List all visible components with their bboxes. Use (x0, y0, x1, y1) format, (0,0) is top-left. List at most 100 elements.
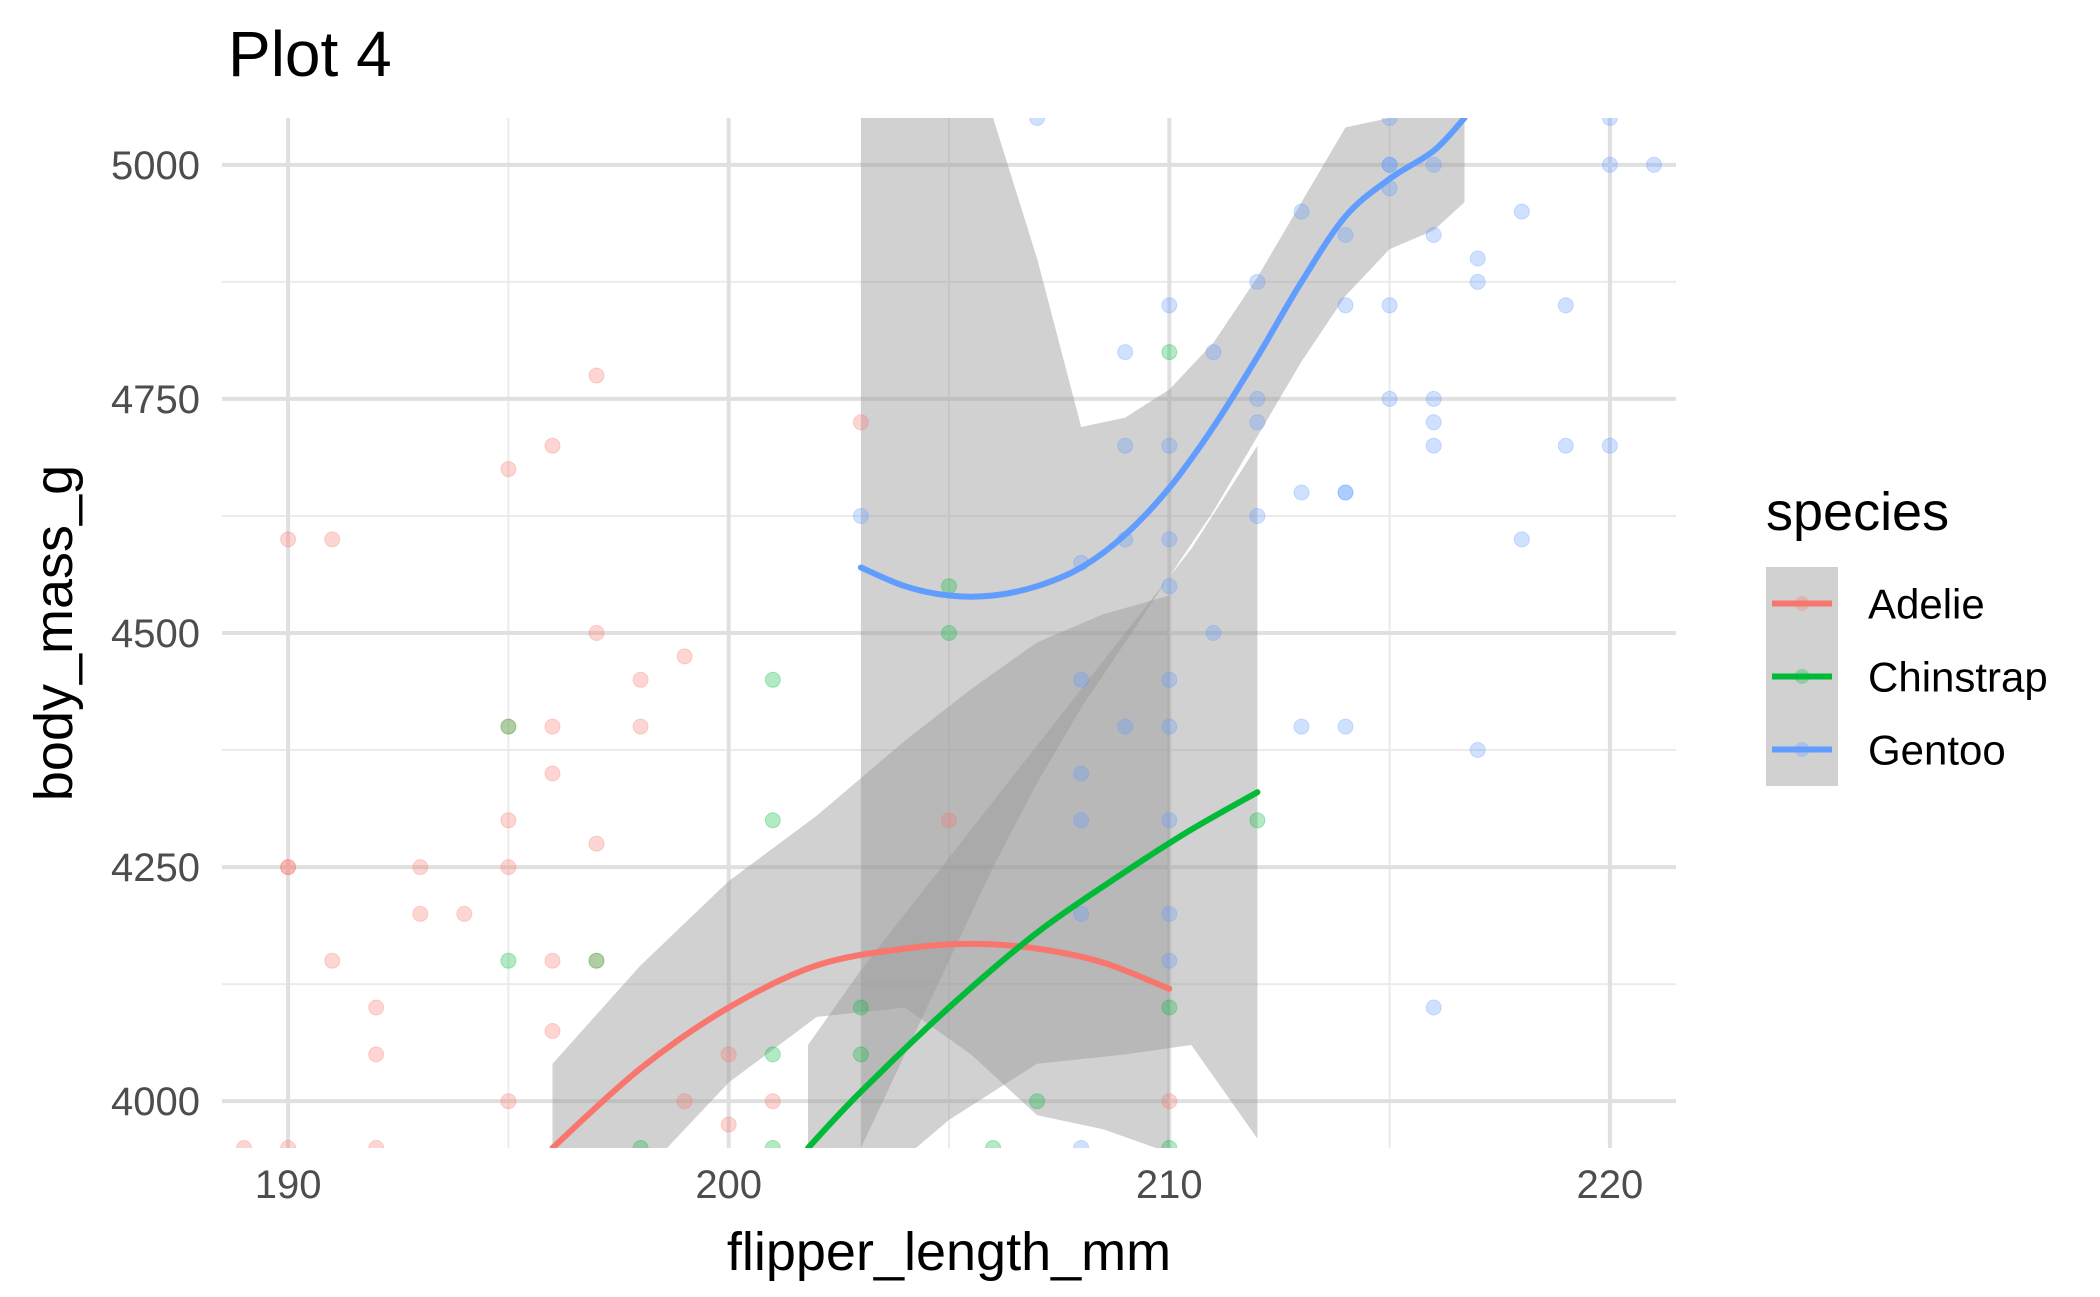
legend-title: species (1766, 482, 1949, 542)
point-adelie (1161, 1093, 1178, 1110)
point-gentoo (1381, 118, 1398, 126)
point-gentoo (1337, 227, 1354, 243)
point-gentoo (1161, 531, 1178, 548)
x-axis-title: flipper_length_mm (727, 1222, 1171, 1282)
point-adelie (676, 1093, 693, 1110)
point-chinstrap (941, 578, 957, 595)
point-chinstrap (1161, 344, 1178, 361)
point-adelie (280, 859, 297, 876)
smooth-line-gentoo (857, 118, 1468, 600)
legend-label-chinstrap: Chinstrap (1868, 654, 2048, 701)
point-gentoo (1337, 297, 1354, 314)
point-gentoo (1557, 437, 1574, 454)
point-adelie (412, 859, 429, 876)
point-gentoo (1029, 118, 1046, 126)
point-adelie (676, 648, 693, 665)
point-gentoo (1161, 437, 1178, 454)
y-tick-label: 4500 (111, 612, 200, 656)
point-chinstrap (1249, 812, 1266, 829)
point-gentoo (1117, 437, 1134, 454)
point-gentoo (1337, 484, 1354, 501)
scatter-points (236, 118, 1662, 1148)
point-gentoo (1425, 390, 1442, 407)
y-tick-label: 5000 (111, 144, 200, 188)
point-chinstrap (764, 671, 781, 688)
point-adelie (852, 414, 869, 431)
grid (222, 118, 1676, 1148)
point-gentoo (1073, 1140, 1090, 1148)
point-gentoo (1646, 156, 1662, 173)
legend-label-adelie: Adelie (1868, 581, 1985, 628)
point-adelie (588, 952, 605, 969)
legend-label-gentoo: Gentoo (1868, 727, 2006, 774)
point-adelie (632, 718, 649, 735)
point-gentoo (1601, 437, 1618, 454)
point-adelie (588, 625, 605, 641)
point-gentoo (1249, 414, 1266, 431)
point-adelie (280, 859, 297, 876)
point-gentoo (1293, 203, 1310, 220)
point-adelie (544, 765, 561, 782)
point-gentoo (1381, 156, 1398, 173)
point-gentoo (1337, 718, 1354, 735)
point-adelie (632, 671, 649, 688)
y-tick-label: 4250 (111, 846, 200, 890)
point-gentoo (1381, 156, 1398, 173)
point-gentoo (1557, 297, 1574, 314)
point-gentoo (1161, 718, 1178, 735)
point-gentoo (1205, 344, 1222, 361)
point-adelie (588, 367, 605, 384)
point-gentoo (1161, 812, 1178, 829)
point-gentoo (1161, 671, 1178, 688)
point-gentoo (1161, 905, 1178, 922)
point-gentoo (1425, 999, 1442, 1016)
confidence-ribbons (552, 118, 1465, 1148)
point-gentoo (1073, 671, 1090, 688)
x-tick-label: 200 (695, 1163, 762, 1207)
ribbon-gentoo (860, 118, 1465, 1148)
point-adelie (368, 999, 385, 1016)
point-adelie (544, 437, 561, 454)
point-adelie (456, 905, 473, 922)
point-adelie (720, 1046, 737, 1063)
x-axis-ticks: 190 200 210 220 (255, 1163, 1644, 1207)
point-adelie (588, 835, 605, 852)
point-gentoo (1117, 718, 1134, 735)
point-adelie (500, 859, 517, 876)
point-chinstrap (985, 1140, 1002, 1148)
point-gentoo (1073, 812, 1090, 829)
point-gentoo (1601, 156, 1618, 173)
point-chinstrap (1161, 999, 1178, 1016)
point-gentoo (1205, 625, 1222, 641)
smooth-lines (549, 118, 1468, 1148)
point-gentoo (1425, 156, 1442, 173)
point-chinstrap (764, 1140, 781, 1148)
point-gentoo (1293, 718, 1310, 735)
point-gentoo (1469, 742, 1486, 758)
point-gentoo (1293, 484, 1310, 501)
point-chinstrap (500, 952, 517, 969)
point-adelie (764, 1093, 781, 1110)
point-adelie (544, 718, 561, 735)
smooth-line-adelie (549, 940, 1173, 1148)
point-chinstrap (588, 952, 605, 969)
point-adelie (941, 812, 957, 829)
point-gentoo (1425, 414, 1442, 431)
point-chinstrap (852, 999, 869, 1016)
point-adelie (412, 905, 429, 922)
point-adelie (280, 531, 297, 548)
y-axis-ticks: 4000 4250 4500 4750 5000 (111, 144, 200, 1124)
x-tick-label: 220 (1577, 1163, 1644, 1207)
x-tick-label: 190 (255, 1163, 322, 1207)
point-adelie (280, 1140, 297, 1148)
point-chinstrap (632, 1140, 649, 1148)
y-axis-title: body_mass_g (24, 465, 84, 801)
point-adelie (368, 1140, 385, 1148)
ribbon-chinstrap (808, 445, 1258, 1148)
point-adelie (544, 952, 561, 969)
point-gentoo (852, 508, 869, 524)
point-gentoo (1425, 227, 1442, 243)
legend-items: Adelie Chinstrap Gentoo (1766, 567, 2048, 786)
point-adelie (500, 461, 517, 478)
